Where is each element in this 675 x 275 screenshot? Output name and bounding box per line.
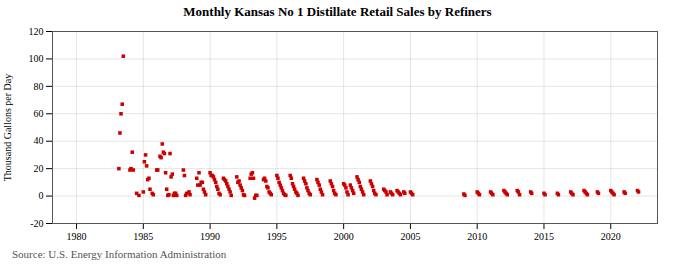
svg-text:100: 100 [29, 53, 44, 64]
svg-text:2005: 2005 [400, 231, 420, 242]
html-text:Source: U.S. Energy Informatio: Source: U.S. Energy Information Administ… [12, 248, 227, 260]
svg-text:Thousand Gallons per Day: Thousand Gallons per Day [2, 74, 13, 181]
svg-text:2010: 2010 [467, 231, 487, 242]
svg-text:40: 40 [34, 135, 44, 146]
svg-text:1995: 1995 [267, 231, 287, 242]
svg-text:2020: 2020 [601, 231, 621, 242]
svg-text:80: 80 [34, 81, 44, 92]
svg-text:1980: 1980 [67, 231, 87, 242]
html-text:Monthly Kansas No 1 Distillate: Monthly Kansas No 1 Distillate Retail Sa… [183, 4, 492, 19]
svg-text:1990: 1990 [200, 231, 220, 242]
svg-text:120: 120 [29, 26, 44, 37]
svg-text:20: 20 [34, 163, 44, 174]
svg-text:-20: -20 [30, 218, 43, 229]
svg-text:0: 0 [39, 190, 44, 201]
svg-text:60: 60 [34, 108, 44, 119]
svg-text:2000: 2000 [334, 231, 354, 242]
svg-text:2015: 2015 [534, 231, 554, 242]
svg-text:1985: 1985 [133, 231, 153, 242]
